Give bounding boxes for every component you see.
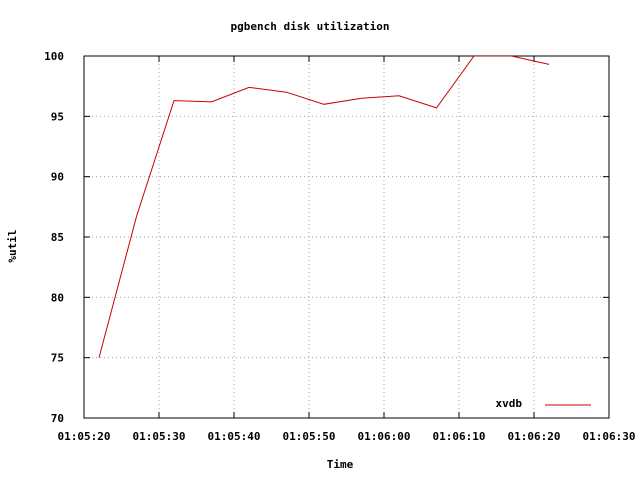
x-tick-label: 01:05:20	[58, 430, 111, 443]
x-tick-label: 01:05:40	[208, 430, 261, 443]
x-tick-label: 01:06:00	[358, 430, 411, 443]
y-tick-label: 100	[44, 50, 64, 63]
series	[98, 56, 550, 358]
x-tick-label: 01:06:10	[433, 430, 486, 443]
x-tick-label: 01:06:30	[583, 430, 636, 443]
y-tick-label: 90	[51, 171, 64, 184]
y-tick-label: 95	[51, 110, 64, 123]
chart-title: pgbench disk utilization	[231, 20, 390, 33]
legend: xvdb	[496, 397, 591, 410]
x-tick-label: 01:06:20	[508, 430, 561, 443]
x-tick-label: 01:05:30	[133, 430, 186, 443]
x-tick-label: 01:05:50	[283, 430, 336, 443]
y-tick-label: 80	[51, 291, 64, 304]
grid	[84, 56, 609, 418]
legend-label: xvdb	[496, 397, 523, 410]
y-tick-label: 70	[51, 412, 64, 425]
y-axis-label: %util	[6, 229, 19, 262]
ticks: 70 75 80 85 90 95 100 01:05:20 01:05:30 01:05:40 0…	[44, 50, 635, 443]
series-line-xvdb	[98, 56, 550, 358]
x-axis-label: Time	[327, 458, 354, 471]
y-tick-label: 85	[51, 231, 64, 244]
y-tick-label: 75	[51, 352, 64, 365]
